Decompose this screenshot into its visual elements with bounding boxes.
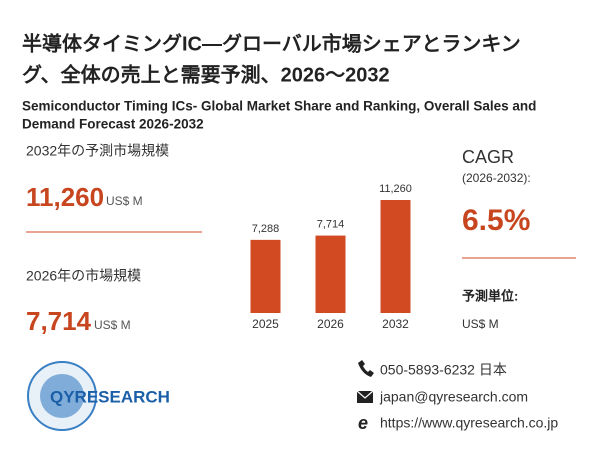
cagr-value: 6.5%	[462, 204, 530, 237]
value-label: 11,260	[379, 183, 412, 195]
x-tick-label: 2026	[317, 317, 344, 331]
forecast-label: 2032年の予測市場規模	[26, 143, 169, 159]
forecast-value: 11,260	[26, 182, 104, 212]
x-tick-label: 2032	[382, 317, 409, 331]
bar	[380, 200, 411, 313]
cagr-period: (2026-2032):	[462, 171, 531, 185]
contacts: 050-5893-6232 日本 japan@qyresearch.com e …	[356, 360, 558, 433]
forecast-unit: US$ M	[106, 194, 143, 208]
x-tick-label: 2025	[252, 317, 279, 331]
bar	[250, 239, 281, 313]
subtitle: Demand Forecast 2026-2032	[22, 117, 204, 132]
value-label: 7,714	[317, 218, 345, 230]
subtitle: Semiconductor Timing ICs- Global Market …	[22, 99, 536, 114]
current-unit: US$ M	[94, 318, 131, 332]
logo: QYRESEARCH	[27, 361, 170, 431]
website[interactable]: https://www.qyresearch.co.jp	[380, 415, 558, 431]
unit-label: 予測単位:	[462, 288, 518, 303]
title: グ、全体の売上と需要予測、2026～2032	[22, 62, 390, 86]
phone: 050-5893-6232 日本	[380, 362, 507, 378]
unit-value: US$ M	[462, 317, 499, 331]
bar	[315, 235, 346, 313]
current-value: 7,714	[26, 306, 92, 336]
title: 半導体タイミングIC—グローバル市場シェアとランキン	[22, 31, 521, 55]
phone-icon	[358, 360, 374, 377]
cagr-label: CAGR	[462, 147, 514, 167]
value-label: 7,288	[252, 223, 280, 235]
current-label: 2026年の市場規模	[26, 268, 141, 284]
email[interactable]: japan@qyresearch.com	[379, 389, 528, 405]
web-icon: e	[358, 413, 368, 433]
bar-chart: 7,288 2025 7,714 2026 11,260 2032	[250, 183, 412, 331]
logo-text: QYRESEARCH	[50, 387, 170, 406]
